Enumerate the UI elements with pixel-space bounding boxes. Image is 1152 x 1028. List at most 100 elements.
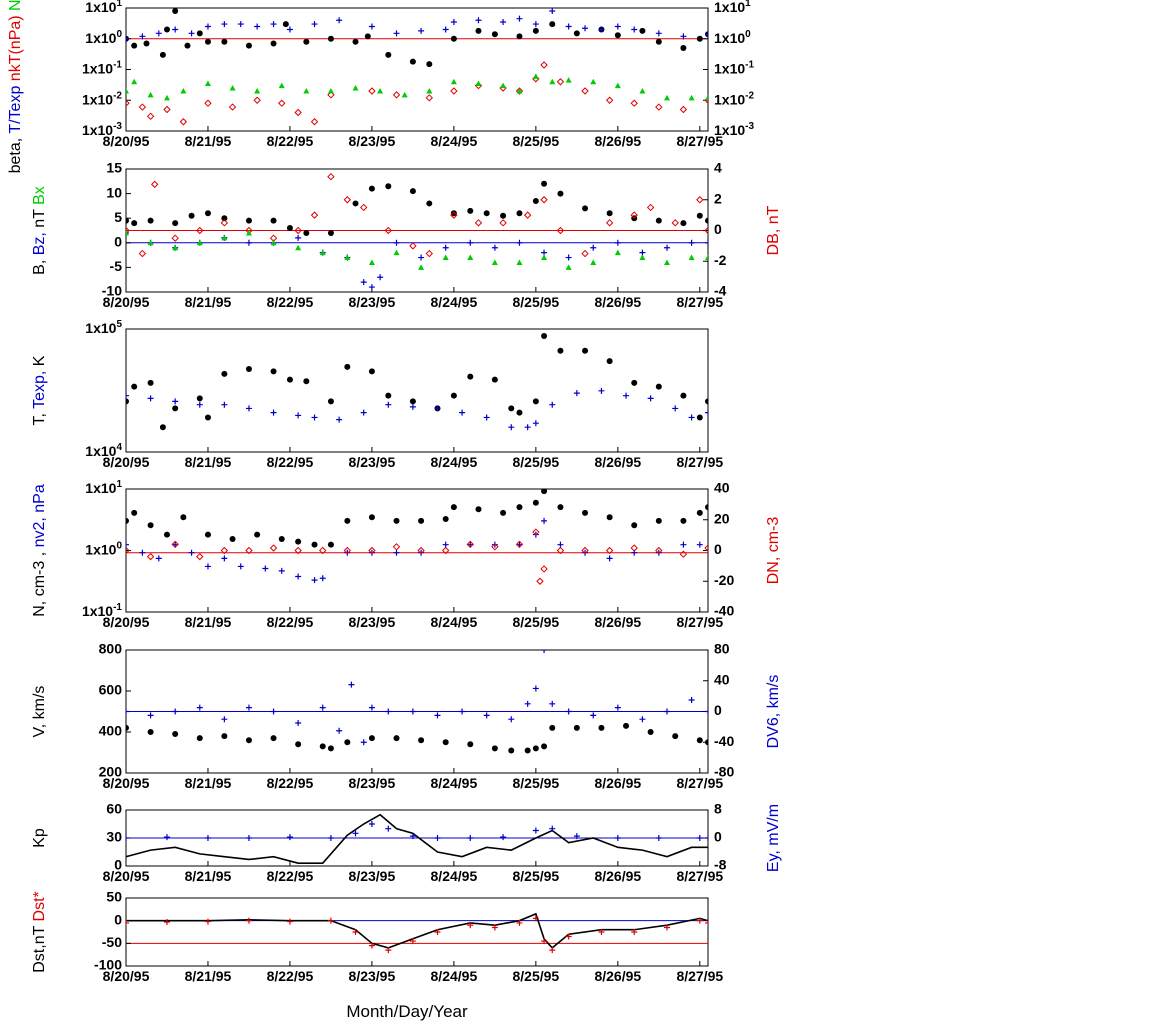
- data-point: [540, 565, 548, 573]
- data-point: [582, 549, 589, 556]
- y-tick-label: 1x101: [85, 0, 122, 15]
- data-point: [159, 51, 166, 58]
- x-tick-label: 8/21/95: [185, 294, 232, 310]
- data-point: [126, 546, 130, 555]
- data-point: [368, 87, 376, 95]
- data-point: [426, 200, 433, 207]
- data-point: [705, 217, 708, 224]
- data-point: [425, 94, 434, 102]
- data-point: [229, 535, 236, 542]
- y-tick-label-base: 1x10: [85, 541, 116, 557]
- data-point: [368, 942, 375, 949]
- data-point: [491, 745, 498, 752]
- y-axis-label-part: V, km/s: [31, 686, 48, 738]
- data-point: [204, 210, 211, 217]
- data-point: [549, 401, 556, 408]
- data-point: [360, 409, 367, 416]
- data-point: [393, 239, 400, 246]
- series-line: [126, 813, 708, 865]
- data-point: [384, 226, 393, 235]
- x-tick-label: 8/26/95: [594, 968, 641, 984]
- y2-tick-label: -40: [714, 603, 734, 619]
- data-point: [532, 73, 539, 79]
- plot-frame: [125, 897, 709, 967]
- x-tick-label: 8/24/95: [431, 294, 478, 310]
- y2-tick-label: 0: [714, 702, 722, 718]
- x-tick-label: 8/27/95: [676, 454, 723, 470]
- x-tick-label: 8/22/95: [267, 968, 314, 984]
- data-point: [516, 409, 523, 416]
- data-point: [614, 835, 621, 841]
- data-point: [147, 91, 154, 98]
- data-point: [705, 239, 708, 246]
- data-point: [614, 704, 621, 711]
- data-point: [172, 220, 179, 227]
- x-tick-label: 8/25/95: [512, 133, 559, 149]
- data-point: [180, 87, 187, 94]
- data-point: [573, 833, 580, 840]
- data-point: [532, 197, 539, 204]
- data-point: [270, 21, 277, 28]
- data-point: [245, 405, 252, 412]
- data-point: [573, 724, 580, 731]
- data-point: [270, 409, 277, 416]
- data-point: [631, 379, 638, 386]
- data-point: [254, 87, 261, 94]
- y-tick-label: -5: [110, 258, 123, 274]
- data-point: [344, 739, 351, 746]
- data-point: [696, 35, 703, 42]
- data-point: [696, 196, 704, 204]
- data-point: [204, 414, 211, 421]
- y2-tick-label-base: 1x10: [714, 91, 745, 107]
- data-point: [343, 546, 352, 555]
- data-point: [131, 78, 138, 85]
- data-point: [204, 563, 211, 570]
- data-point: [188, 30, 195, 37]
- data-point: [582, 347, 589, 354]
- y-tick-label-exp: 1: [116, 479, 122, 490]
- x-tick-label: 8/26/95: [594, 294, 641, 310]
- data-point: [311, 541, 318, 548]
- y-tick-label: 15: [106, 160, 122, 176]
- data-point: [155, 30, 162, 37]
- x-tick-label: 8/27/95: [676, 294, 723, 310]
- data-point: [672, 405, 679, 412]
- data-point: [220, 219, 229, 227]
- x-tick-label: 8/22/95: [267, 868, 314, 884]
- data-point: [623, 392, 630, 399]
- y-axis-label-part: nkT(nPa): [7, 15, 24, 85]
- data-point: [467, 922, 474, 929]
- data-point: [311, 21, 318, 28]
- data-point: [368, 549, 375, 556]
- data-point: [598, 724, 605, 731]
- data-point: [393, 30, 400, 37]
- data-point: [523, 211, 532, 219]
- data-point: [655, 103, 663, 111]
- data-point: [295, 720, 302, 727]
- x-tick-label: 8/27/95: [676, 133, 723, 149]
- data-point: [467, 254, 474, 261]
- data-point: [245, 835, 252, 841]
- series-group: [126, 650, 708, 754]
- data-point: [614, 23, 621, 30]
- data-point: [565, 264, 572, 270]
- data-point: [426, 61, 433, 68]
- data-point: [204, 835, 211, 841]
- y-tick-label-base: 1x10: [82, 603, 113, 619]
- y2-tick-label: 40: [714, 480, 730, 496]
- data-point: [434, 835, 441, 841]
- data-point: [126, 217, 129, 224]
- data-point: [467, 207, 474, 214]
- data-point: [500, 19, 507, 26]
- data-point: [590, 259, 597, 265]
- y-tick-label: 600: [99, 682, 123, 698]
- data-point: [319, 743, 326, 750]
- data-point: [221, 401, 228, 408]
- data-point: [441, 546, 450, 555]
- data-point: [311, 414, 318, 421]
- data-point: [671, 219, 679, 227]
- x-tick-label: 8/22/95: [267, 454, 314, 470]
- data-point: [286, 918, 293, 925]
- x-tick-label: 8/20/95: [103, 614, 150, 630]
- data-point: [147, 379, 154, 386]
